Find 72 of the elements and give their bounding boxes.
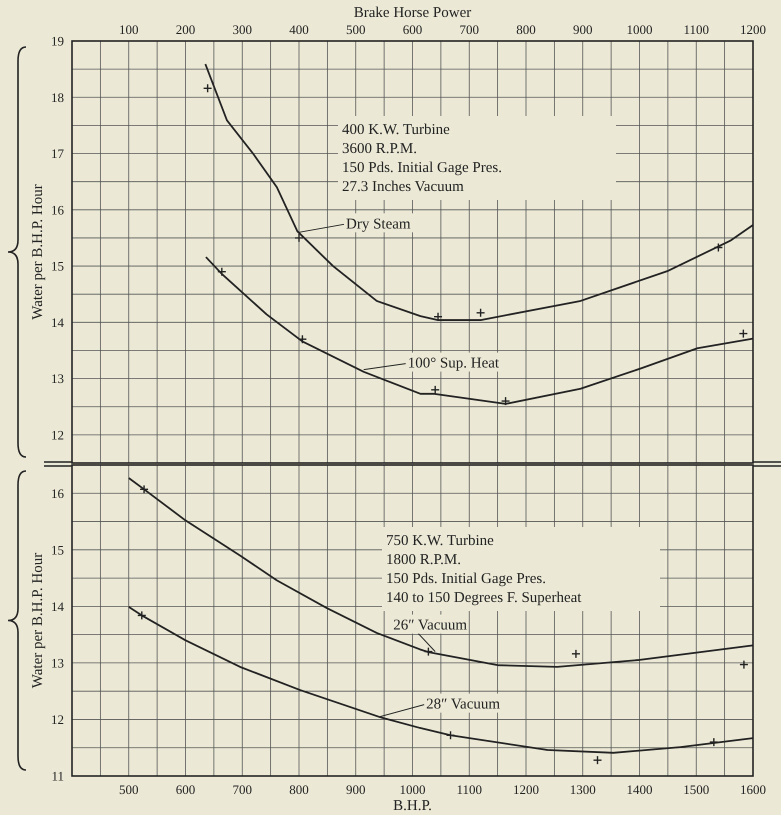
- point: [431, 386, 440, 394]
- y-tick-label: 17: [51, 146, 64, 162]
- x-tick-label: 700: [460, 22, 479, 37]
- x-tick-label: 1600: [740, 782, 766, 797]
- x-tick-label: 1100: [456, 782, 482, 797]
- x-tick-label: 1400: [626, 782, 652, 797]
- point: [739, 330, 748, 338]
- x-tick-label: 1200: [740, 22, 766, 37]
- point: [204, 84, 212, 92]
- annotation: 26″ Vacuum: [393, 618, 468, 634]
- x-tick-label: 800: [289, 782, 309, 797]
- x-tick-label: 1000: [400, 782, 426, 797]
- point: [710, 738, 718, 746]
- annotation: 750 K.W. Turbine: [386, 533, 494, 549]
- point: [740, 660, 748, 669]
- point: [476, 308, 485, 317]
- x-tick-label: 600: [402, 22, 422, 37]
- point: [446, 731, 455, 740]
- point: [594, 756, 602, 764]
- x-tick-label: 300: [232, 22, 252, 37]
- y-axis-title: Water per B.H.P. Hour: [30, 552, 46, 688]
- y-tick-label: 13: [51, 655, 64, 670]
- x-tick-label: 500: [119, 782, 138, 797]
- point: [502, 397, 510, 406]
- x-axis-title: Brake Horse Power: [354, 5, 472, 21]
- annotation: 400 K.W. Turbine: [342, 122, 450, 138]
- x-tick-label: 500: [346, 22, 366, 37]
- point: [714, 244, 722, 252]
- annotation: 140 to 150 Degrees F. Superheat: [386, 590, 582, 606]
- x-tick-label: 600: [176, 782, 196, 797]
- x-tick-label: 1300: [570, 782, 596, 797]
- annotation: 100° Sup. Heat: [408, 356, 500, 372]
- annotation: 1800 R.P.M.: [386, 552, 462, 568]
- point: [298, 335, 306, 344]
- x-tick-label: 200: [176, 22, 196, 37]
- y-tick-label: 12: [51, 427, 64, 442]
- y-tick-label: 16: [51, 486, 64, 501]
- y-tick-label: 12: [51, 712, 64, 727]
- annotation: Dry Steam: [346, 216, 411, 232]
- y-tick-label: 18: [51, 90, 64, 105]
- annotation: 28″ Vacuum: [426, 696, 500, 713]
- point: [140, 485, 148, 494]
- y-tick-label: 15: [51, 258, 64, 274]
- y-tick-label: 16: [51, 202, 64, 218]
- point: [138, 611, 146, 620]
- point: [295, 234, 303, 242]
- x-tick-label: 900: [346, 782, 366, 797]
- x-tick-label: 100: [119, 22, 138, 37]
- point: [424, 648, 432, 656]
- y-tick-label: 11: [51, 768, 64, 784]
- x-tick-label: 400: [289, 22, 309, 37]
- annotation: 3600 R.P.M.: [342, 141, 418, 157]
- x-axis-title: B.H.P.: [393, 798, 432, 814]
- y-tick-label: 13: [51, 371, 64, 386]
- x-tick-label: 1100: [683, 22, 710, 37]
- point: [434, 312, 442, 321]
- x-tick-label: 1200: [513, 782, 539, 797]
- x-tick-label: 800: [516, 22, 536, 37]
- annotation: 150 Pds. Initial Gage Pres.: [342, 160, 502, 176]
- x-tick-label: 1500: [683, 782, 710, 797]
- y-tick-label: 14: [51, 314, 64, 330]
- x-tick-label: 1000: [626, 22, 652, 37]
- x-tick-label: 700: [232, 782, 252, 797]
- y-tick-label: 14: [51, 598, 64, 614]
- x-tick-label: 900: [573, 22, 592, 37]
- point: [218, 268, 226, 276]
- point: [572, 650, 580, 658]
- y-tick-label: 19: [51, 34, 64, 48]
- annotation: 150 Pds. Initial Gage Pres.: [386, 571, 546, 587]
- annotation: 27.3 Inches Vacuum: [342, 179, 464, 195]
- y-tick-label: 15: [51, 542, 64, 558]
- y-axis-title: Water per B.H.P. Hour: [30, 184, 46, 320]
